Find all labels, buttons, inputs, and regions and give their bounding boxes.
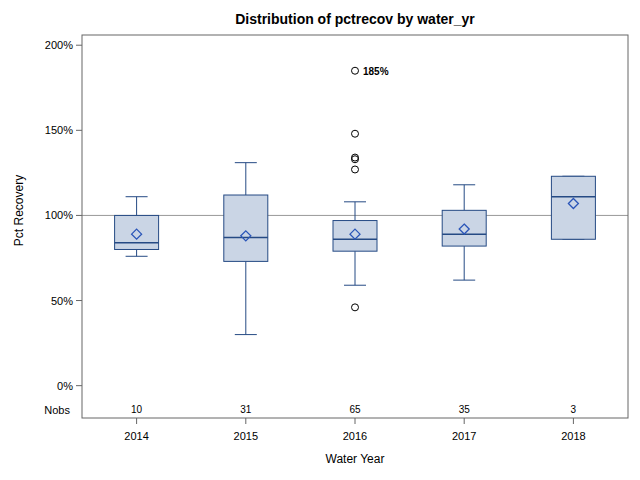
lower-whisker: [245, 261, 246, 334]
median-line: [551, 196, 595, 198]
mean-marker: [568, 199, 578, 209]
mean-marker: [350, 229, 360, 239]
x-tick-label: 2018: [561, 430, 585, 442]
plot-area: [82, 67, 628, 334]
median-line: [115, 242, 159, 244]
outlier: [352, 154, 359, 161]
mean-marker: [132, 229, 142, 239]
y-tick: [76, 385, 82, 386]
outlier: [352, 304, 359, 311]
y-tick-label: 50%: [51, 295, 73, 307]
median-line: [224, 237, 268, 239]
box: [333, 221, 377, 252]
upper-whisker: [245, 163, 246, 195]
y-tick-label: 100%: [45, 209, 73, 221]
upper-whisker-cap: [126, 196, 148, 197]
title: Distribution of pctrecov by water_yr: [235, 11, 475, 27]
x-tick: [355, 418, 356, 424]
y-tick-label: 150%: [45, 124, 73, 136]
nobs-value: 10: [131, 404, 143, 415]
upper-whisker-cap: [453, 184, 475, 185]
y-tick-label: 0%: [57, 380, 73, 392]
box: [442, 210, 486, 246]
upper-whisker-cap: [235, 162, 257, 163]
nobs-value: 31: [240, 404, 252, 415]
lower-whisker-cap: [126, 256, 148, 257]
lower-whisker-cap: [344, 285, 366, 286]
upper-whisker: [464, 185, 465, 211]
x-tick: [464, 418, 465, 424]
lower-whisker-cap: [235, 334, 257, 335]
x-tick-label: 2014: [124, 430, 148, 442]
chart: Distribution of pctrecov by water_yr Pct …: [0, 0, 640, 480]
outlier: [352, 130, 359, 137]
upper-whisker-cap: [344, 201, 366, 202]
upper-whisker: [355, 202, 356, 221]
box: [224, 195, 268, 261]
box: [551, 176, 595, 239]
y-tick: [76, 45, 82, 46]
y-axis-label: Pct Recovery: [12, 175, 26, 246]
nobs-label: Nobs: [44, 404, 70, 416]
x-tick: [136, 418, 137, 424]
x-tick: [245, 418, 246, 424]
lower-whisker-cap: [453, 280, 475, 281]
outlier: [352, 166, 359, 173]
mean-marker: [459, 224, 469, 234]
outlier: [352, 156, 359, 163]
y-tick: [76, 130, 82, 131]
nobs-value: 3: [571, 404, 577, 415]
background: [0, 0, 640, 480]
lower-whisker: [464, 246, 465, 280]
x-tick-label: 2016: [343, 430, 367, 442]
y-tick: [76, 215, 82, 216]
lower-whisker: [136, 249, 137, 256]
annotation: 185%: [363, 66, 389, 77]
box: [115, 215, 159, 249]
y-tick: [76, 300, 82, 301]
x-axis-label: Water Year: [326, 452, 385, 466]
x-tick: [573, 418, 574, 424]
x-tick-label: 2017: [452, 430, 476, 442]
upper-whisker: [136, 197, 137, 216]
plot-frame: [82, 35, 628, 418]
nobs-value: 65: [349, 404, 361, 415]
outlier: [352, 67, 359, 74]
y-tick-label: 200%: [45, 39, 73, 51]
lower-whisker: [355, 251, 356, 285]
mean-marker: [241, 231, 251, 241]
nobs-value: 35: [459, 404, 471, 415]
x-tick-label: 2015: [234, 430, 258, 442]
